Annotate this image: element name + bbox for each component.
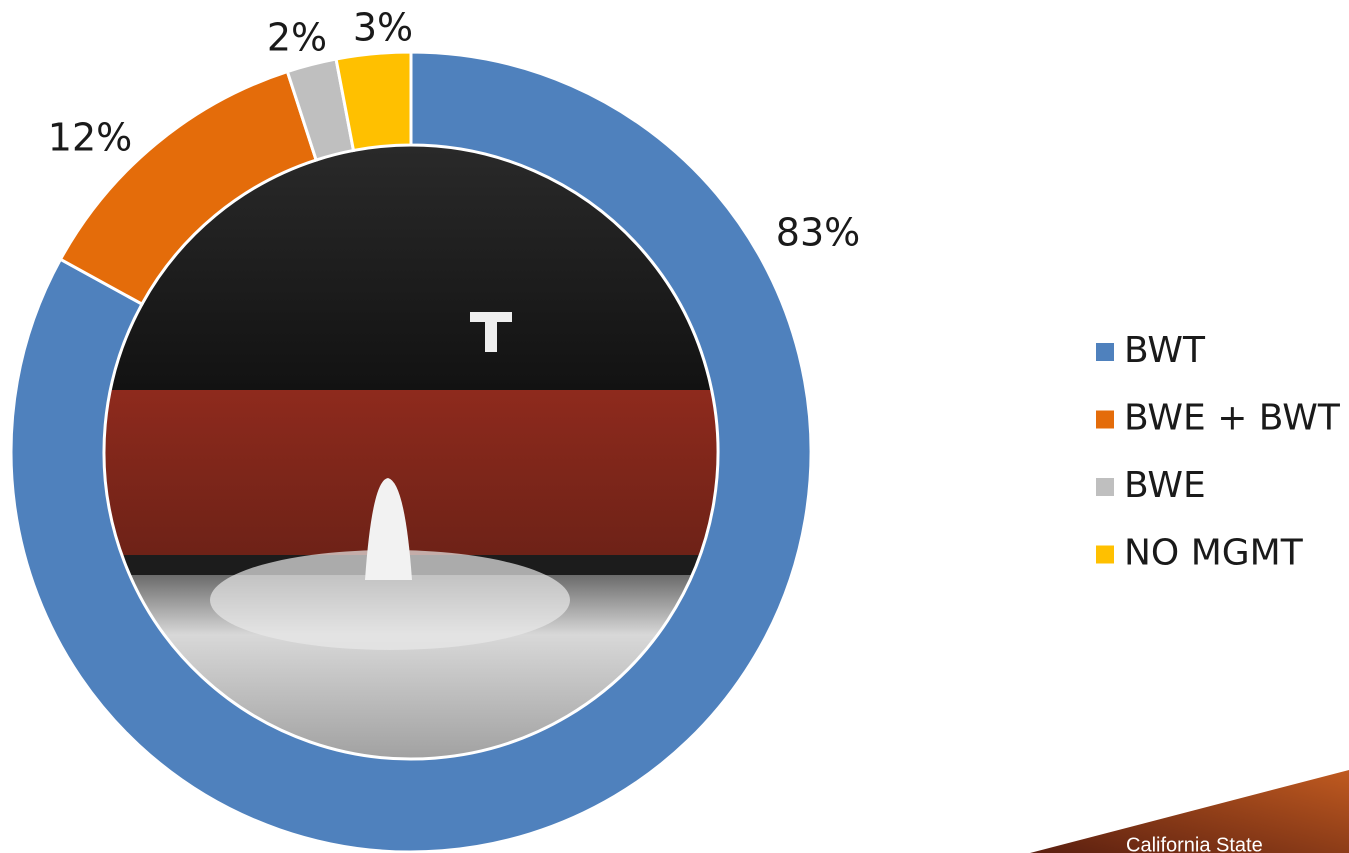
data-label: 3% — [353, 6, 413, 50]
data-label: 2% — [267, 16, 327, 60]
legend-label: NO MGMT — [1124, 533, 1304, 574]
data-label: 12% — [48, 116, 132, 160]
legend-swatch — [1096, 546, 1114, 564]
data-label: 83% — [776, 211, 860, 255]
logo: California State — [1030, 770, 1349, 853]
legend-label: BWT — [1124, 330, 1206, 371]
logo-text: California State — [1126, 834, 1263, 853]
legend-label: BWE — [1124, 465, 1206, 506]
legend-swatch — [1096, 478, 1114, 496]
legend-label: BWE + BWT — [1124, 398, 1341, 439]
slide: California State 83% 12% 2% 3% BWT BWE + BWT B… — [0, 0, 1349, 853]
legend-swatch — [1096, 343, 1114, 361]
legend-swatch — [1096, 411, 1114, 429]
